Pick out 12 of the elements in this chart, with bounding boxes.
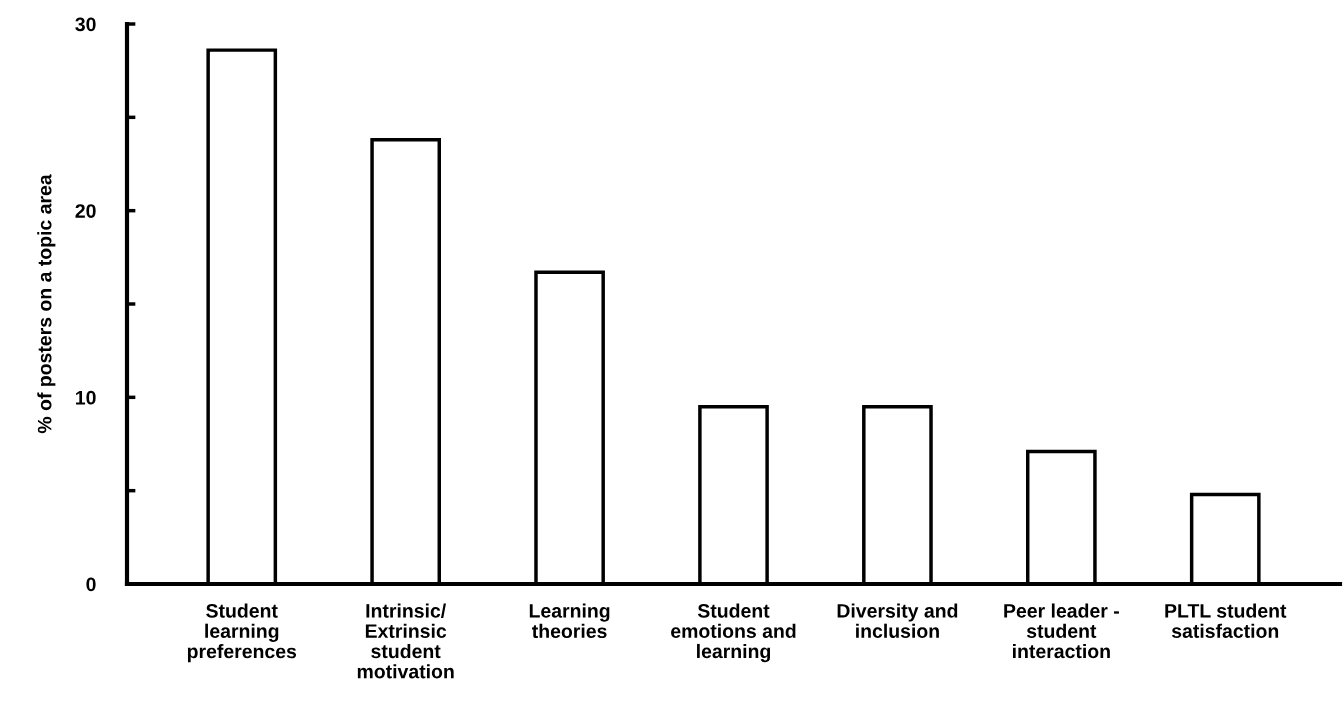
y-axis-title: % of posters on a topic area — [37, 174, 56, 434]
y-tick-label: 30 — [75, 17, 96, 32]
y-tick-label: 20 — [75, 204, 96, 218]
x-tick-label: Intrinsic/ Extrinsic student motivation — [357, 603, 454, 679]
x-tick-label: PLTL student satisfaction — [1165, 603, 1287, 638]
y-tick-label: 10 — [76, 390, 96, 405]
x-tick-label: Student learning preferences — [187, 603, 297, 663]
y-tick-label: 0 — [86, 577, 96, 592]
x-tick-label: Peer leader - student interaction — [1004, 603, 1119, 659]
x-tick-label: Diversity and inclusion — [837, 603, 958, 638]
x-tick-label: Learning theories — [529, 603, 610, 639]
x-tick-label: Student emotions and learning — [671, 603, 796, 663]
